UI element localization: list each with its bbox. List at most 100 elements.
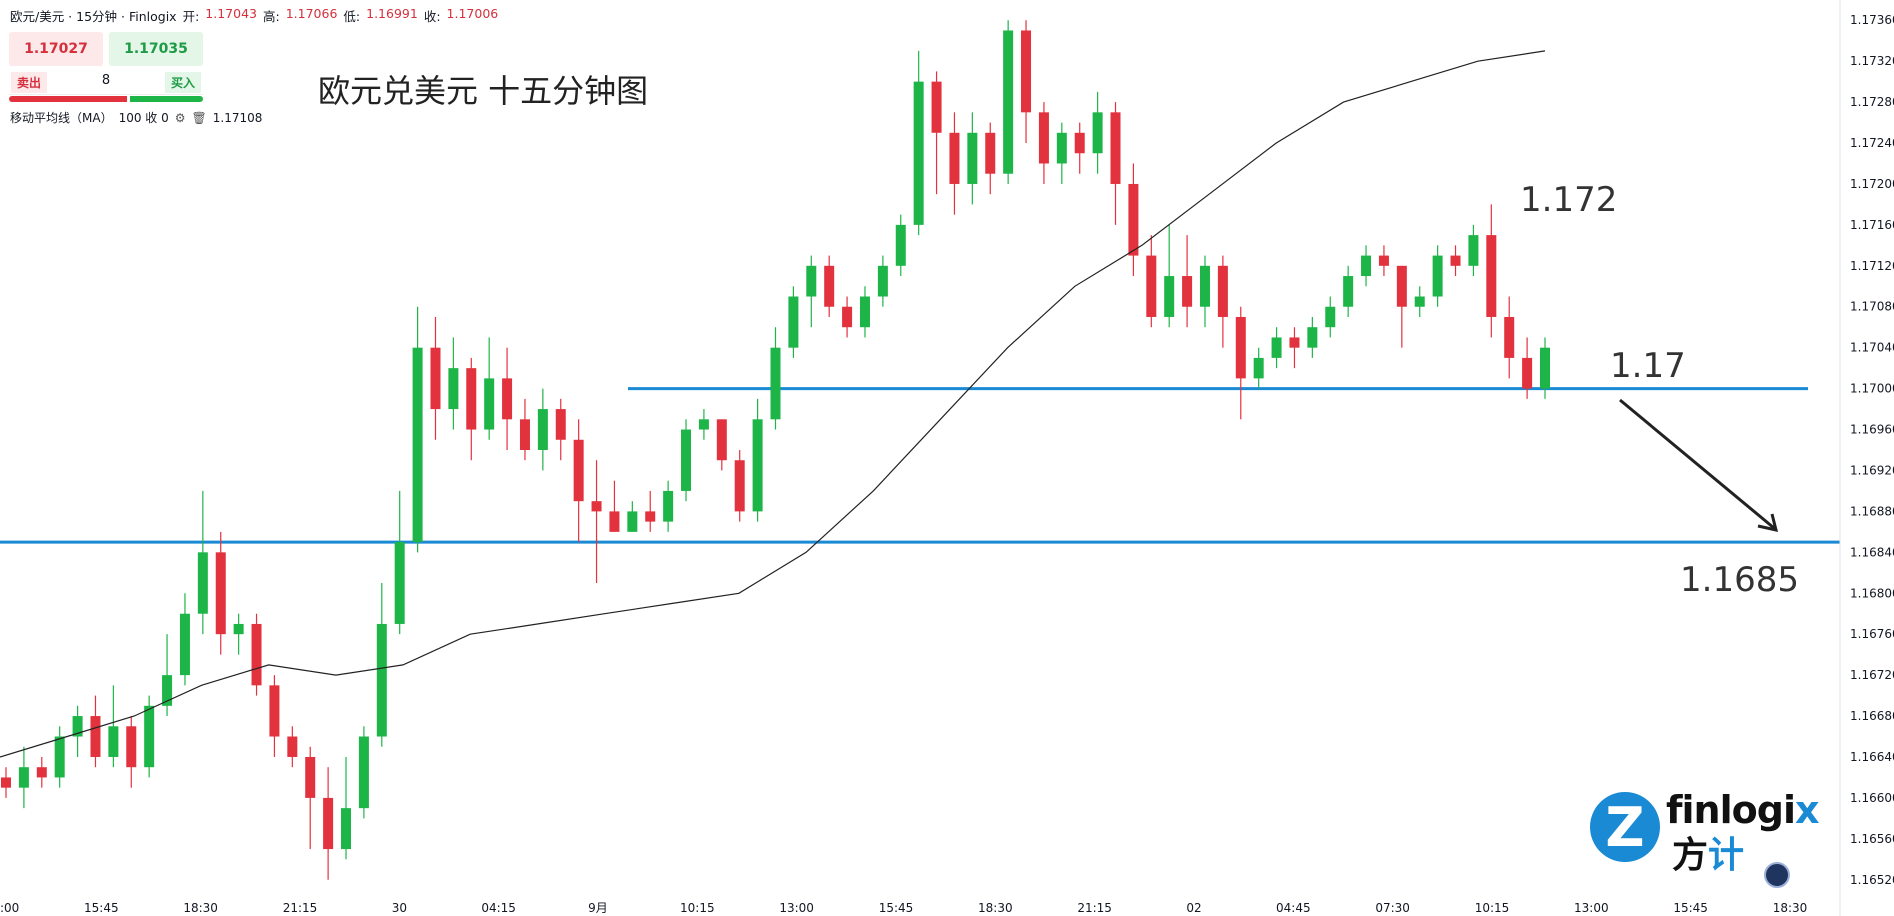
candle-body — [1396, 265, 1407, 307]
candle-body — [1540, 347, 1550, 389]
candle-body — [1522, 357, 1533, 389]
candle-body — [1289, 337, 1300, 348]
candle-body — [1414, 296, 1425, 307]
ma-label: 移动平均线（MA） — [10, 111, 113, 125]
candle-body — [1378, 255, 1389, 266]
symbol-legend: 欧元/美元 · 15分钟 · Finlogix 开: 1.17043 高: 1.17… — [10, 6, 498, 25]
candle-body — [877, 265, 888, 297]
candle-body — [466, 368, 477, 430]
quantity-input[interactable]: 8 — [101, 73, 111, 88]
sell-button[interactable]: 卖出 — [11, 72, 48, 93]
candle-body — [1432, 255, 1443, 297]
candle-body — [519, 419, 530, 450]
candle-body — [376, 623, 387, 737]
candle-body — [54, 736, 65, 778]
x-tick-label: 15:45 — [84, 901, 119, 915]
annotation-117: 1.17 — [1610, 346, 1686, 386]
candle-body — [752, 419, 763, 512]
y-tick-label: 1.17080 — [1850, 300, 1894, 314]
annotation-1172: 1.172 — [1520, 180, 1618, 220]
y-tick-label: 1.16600 — [1850, 791, 1894, 805]
buy-ratio-bar — [130, 96, 203, 102]
y-tick-label: 1.16720 — [1850, 668, 1894, 682]
candle-body — [1128, 183, 1139, 256]
candle-body — [931, 81, 942, 133]
candle-body — [269, 685, 280, 737]
candle-body — [215, 552, 226, 635]
candle-body — [394, 542, 405, 624]
candle-body — [358, 736, 369, 809]
candle-body — [1271, 337, 1282, 358]
y-tick-label: 1.16680 — [1850, 709, 1894, 723]
candle-body — [1056, 132, 1067, 164]
candle-body — [251, 623, 262, 686]
candle-body — [1486, 235, 1497, 317]
candle-body — [716, 419, 727, 461]
candle-body — [1182, 276, 1193, 307]
candle-body — [985, 132, 996, 174]
y-tick-label: 1.16800 — [1850, 586, 1894, 600]
candle-body — [72, 716, 83, 737]
candle-body — [645, 511, 656, 522]
x-tick-label: 15:45 — [879, 901, 914, 915]
candle-body — [824, 265, 835, 307]
open-value: 1.17043 — [205, 6, 257, 21]
buy-button[interactable]: 买入 — [164, 72, 201, 93]
candles-group — [1, 20, 1550, 880]
buy-price-button[interactable]: 1.17035 — [109, 32, 203, 66]
seal-icon — [1764, 862, 1790, 888]
low-value: 1.16991 — [366, 6, 418, 21]
ma-line — [0, 50, 1546, 758]
candle-body — [90, 716, 101, 757]
trend-arrow — [1619, 398, 1779, 532]
y-tick-label: 1.17200 — [1850, 177, 1894, 191]
candle-body — [609, 511, 620, 532]
x-tick-label: 18:30 — [978, 901, 1013, 915]
trash-icon[interactable]: 🗑 — [191, 110, 207, 125]
close-value: 1.17006 — [446, 6, 499, 21]
candle-body — [1325, 306, 1336, 328]
candle-body — [1504, 316, 1515, 358]
candle-body — [1468, 235, 1479, 266]
candle-body — [305, 756, 316, 798]
candle-body — [448, 368, 459, 410]
gear-icon[interactable]: ⚙ — [174, 110, 186, 125]
y-tick-label: 1.16520 — [1850, 873, 1894, 887]
candle-body — [323, 797, 334, 850]
x-tick-label: 18:30 — [183, 901, 218, 915]
candle-body — [1074, 132, 1085, 154]
candle-body — [287, 736, 298, 757]
y-tick-label: 1.17000 — [1850, 382, 1894, 396]
y-tick-label: 1.17280 — [1850, 95, 1894, 109]
candle-body — [1164, 276, 1175, 317]
candle-body — [663, 490, 674, 522]
candle-body — [806, 265, 817, 297]
high-label: 高: — [262, 9, 280, 24]
x-tick-label: 04:15 — [481, 901, 516, 915]
x-tick-label: 04:45 — [1276, 901, 1311, 915]
candle-body — [341, 808, 352, 850]
candle-body — [949, 132, 960, 184]
candle-body — [913, 81, 924, 225]
x-tick-label: 13:00 — [1574, 901, 1609, 915]
logo-cn: 方计 — [1672, 835, 1745, 876]
y-axis: 1.17360 1.17320 1.17280 1.17240 1.17200 1.171… — [1839, 0, 1894, 916]
candle-body — [144, 705, 155, 768]
candle-body — [1021, 30, 1032, 113]
candle-body — [18, 767, 29, 788]
candle-body — [179, 613, 190, 676]
candle-body — [1, 777, 11, 788]
trade-panel: 1.17027 1.17035 卖出 8 买入 — [9, 32, 203, 106]
x-tick-label: 15:45 — [1673, 901, 1708, 915]
arrow-head — [1757, 513, 1779, 532]
candle-body — [895, 224, 906, 266]
sell-price-button[interactable]: 1.17027 — [9, 32, 103, 66]
candle-body — [627, 511, 638, 532]
candle-body — [1038, 112, 1049, 164]
x-tick-label: 10:15 — [1475, 901, 1510, 915]
candle-body — [770, 347, 781, 420]
candle-body — [36, 767, 47, 778]
trade-row: 卖出 8 买入 — [9, 68, 203, 95]
y-tick-label: 1.17360 — [1850, 13, 1894, 27]
